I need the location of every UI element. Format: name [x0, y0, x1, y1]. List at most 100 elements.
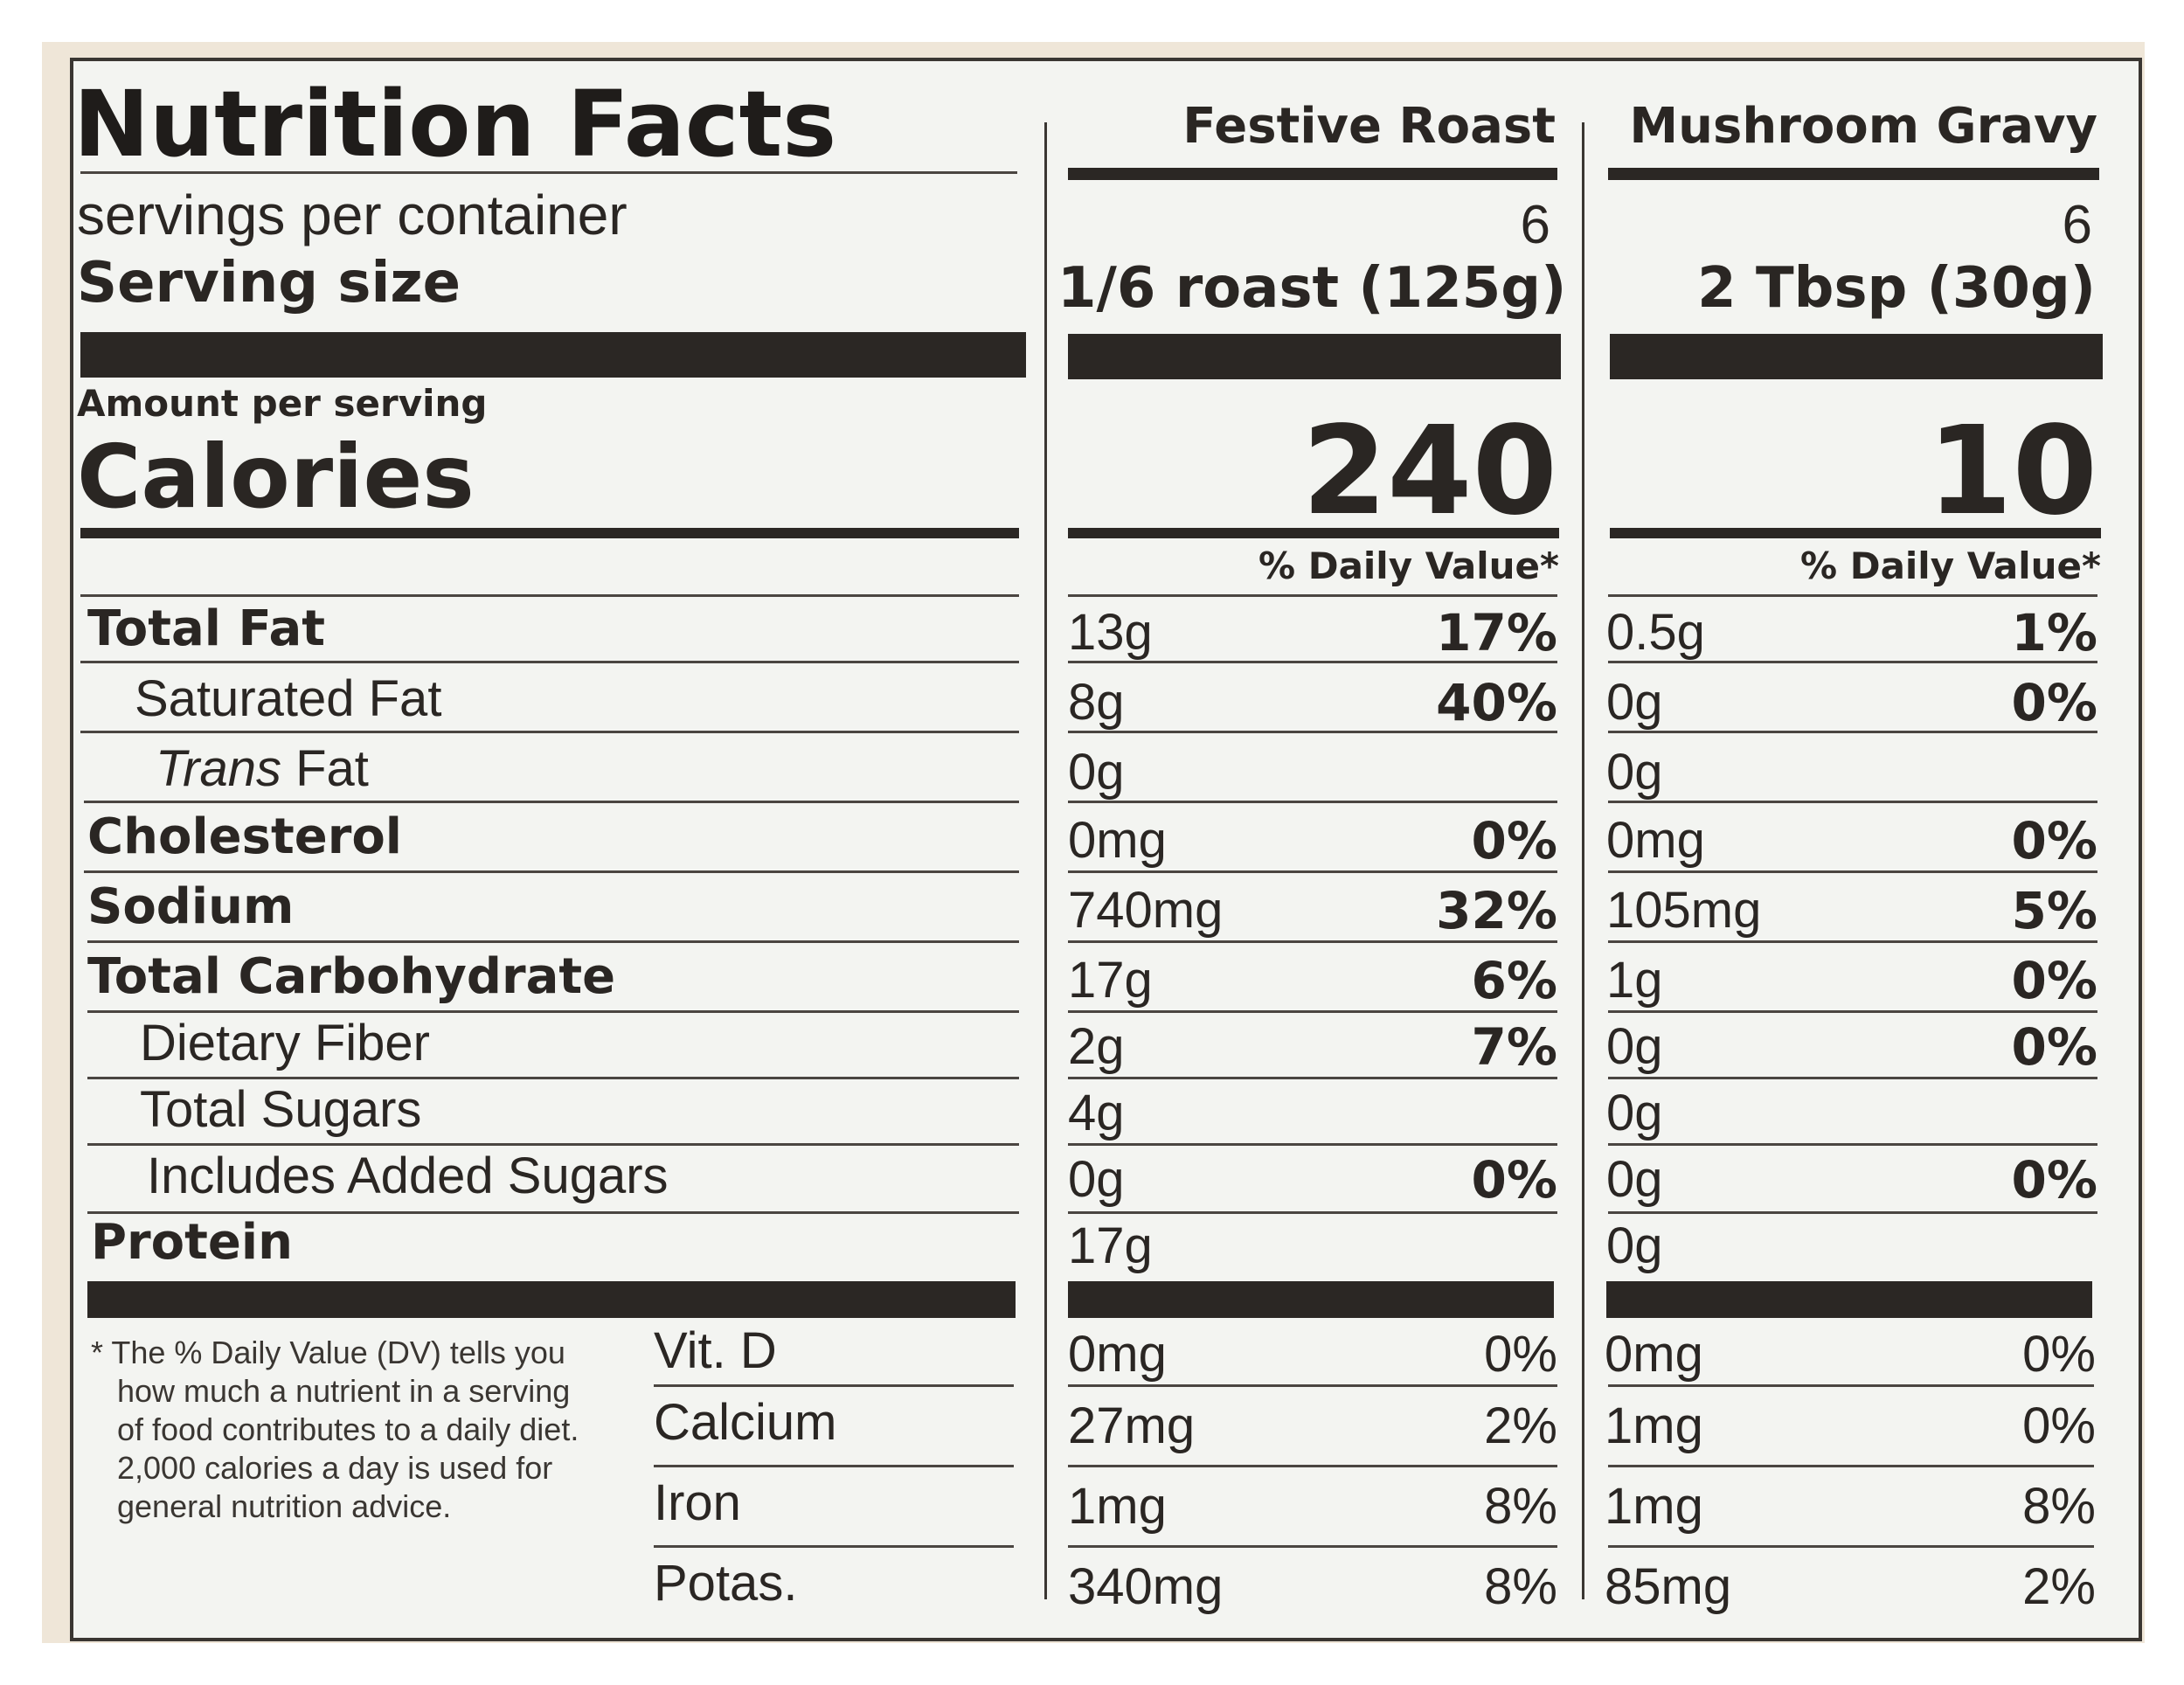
gravy-amount: 0g — [1606, 1151, 1663, 1208]
roast-serving-size: 1/6 roast (125g) — [1057, 256, 1567, 321]
vitamin-row-divider — [1068, 1545, 1557, 1548]
row-divider — [1068, 1077, 1557, 1079]
gravy-amount: 0g — [1606, 1085, 1663, 1141]
gravy-calories-bar — [1610, 528, 2101, 538]
row-divider — [84, 870, 1019, 873]
nutrient-label: Saturated Fat — [135, 669, 441, 729]
vitamin-row-divider — [1608, 1545, 2094, 1548]
gravy-amount: 105mg — [1606, 882, 1762, 939]
roast-vitamin-amount: 340mg — [1068, 1558, 1224, 1615]
roast-amount: 0mg — [1068, 812, 1167, 869]
roast-vitamin-dv: 8% — [1484, 1478, 1557, 1535]
nutrient-label: Total Fat — [87, 600, 325, 659]
nutrient-label-text: Fat — [281, 740, 369, 797]
vitamin-row-divider — [654, 1545, 1014, 1548]
vitamin-label: Vit. D — [654, 1322, 777, 1379]
row-divider — [87, 1077, 1019, 1079]
row-divider — [1608, 870, 2097, 873]
nutrition-panel — [70, 58, 2142, 1641]
gravy-servings: 6 — [2062, 195, 2092, 255]
row-divider — [1068, 731, 1557, 733]
row-divider — [1608, 1010, 2097, 1013]
roast-header-bar — [1068, 168, 1557, 180]
row-divider — [1608, 594, 2097, 597]
roast-daily-value: 40% — [1436, 673, 1557, 732]
row-divider — [80, 594, 1019, 597]
gravy-calories: 10 — [1927, 400, 2097, 543]
row-divider — [84, 801, 1019, 803]
roast-daily-value: 0% — [1471, 1150, 1557, 1210]
amount-per-serving-label: Amount per serving — [77, 382, 488, 425]
vitamin-row-divider — [1068, 1465, 1557, 1467]
column-header-roast: Festive Roast — [1182, 98, 1556, 155]
calories-label: Calories — [77, 426, 475, 528]
roast-amount: 17g — [1068, 952, 1153, 1009]
nutrient-label-text: Dietary Fiber — [140, 1015, 430, 1071]
footnote-line: 2,000 calories a day is used for — [117, 1450, 553, 1486]
nutrient-label-text: Cholesterol — [87, 808, 402, 865]
gravy-amount: 0g — [1606, 744, 1663, 801]
row-divider — [1068, 870, 1557, 873]
nutrient-label-text: Sodium — [87, 878, 295, 935]
gravy-daily-value: 1% — [2011, 603, 2097, 662]
gravy-vitamin-dv: 0% — [2022, 1397, 2096, 1454]
vitamin-row-divider — [1608, 1465, 2094, 1467]
vitamin-label: Potas. — [654, 1555, 798, 1612]
vitamin-label: Calcium — [654, 1394, 837, 1451]
row-divider — [1608, 1077, 2097, 1079]
roast-daily-value: 7% — [1471, 1017, 1557, 1077]
row-divider — [87, 1211, 1019, 1214]
gravy-amount: 0g — [1606, 1217, 1663, 1274]
vitamin-row-divider — [654, 1384, 1014, 1387]
gravy-vitamin-dv: 0% — [2022, 1326, 2096, 1383]
row-divider — [1608, 1143, 2097, 1146]
vitamin-label: Iron — [654, 1474, 741, 1531]
roast-servings: 6 — [1520, 195, 1550, 255]
roast-vitamin-amount: 1mg — [1068, 1478, 1167, 1535]
roast-amount: 17g — [1068, 1217, 1153, 1274]
nutrient-label-text: Protein — [91, 1214, 293, 1271]
roast-amount: 8g — [1068, 674, 1125, 731]
gravy-thick-bar — [1610, 334, 2103, 379]
nutrient-label: Sodium — [87, 877, 294, 937]
roast-amount: 13g — [1068, 604, 1153, 661]
nutrient-label: Total Sugars — [140, 1080, 421, 1140]
roast-amount: 740mg — [1068, 882, 1224, 939]
title-underline — [80, 171, 1017, 174]
gravy-vitamin-amount: 85mg — [1605, 1558, 1732, 1615]
gravy-serving-size: 2 Tbsp (30g) — [1697, 256, 2096, 321]
vitamin-row-divider — [1608, 1384, 2094, 1387]
row-divider — [87, 1010, 1019, 1013]
roast-bottom-bar — [1068, 1281, 1554, 1318]
gravy-amount: 0mg — [1606, 812, 1705, 869]
label-calories-bar — [80, 528, 1019, 538]
column-header-gravy: Mushroom Gravy — [1629, 98, 2097, 155]
roast-vitamin-dv: 8% — [1484, 1558, 1557, 1615]
gravy-vitamin-amount: 1mg — [1605, 1397, 1703, 1454]
servings-label: servings per container — [77, 184, 627, 246]
row-divider — [1068, 940, 1557, 943]
nutrient-label: Includes Added Sugars — [147, 1147, 669, 1206]
footnote-line: general nutrition advice. — [117, 1488, 452, 1524]
nutrient-label: Protein — [91, 1213, 293, 1272]
roast-daily-value: 6% — [1471, 951, 1557, 1010]
roast-amount: 0g — [1068, 1151, 1125, 1208]
nutrient-label: Total Carbohydrate — [87, 947, 615, 1007]
nutrient-label-text: Saturated Fat — [135, 670, 442, 727]
roast-vitamin-amount: 0mg — [1068, 1326, 1167, 1383]
nutrient-label: Trans Fat — [156, 739, 369, 799]
vitamin-row-divider — [654, 1465, 1014, 1467]
nutrient-label: Dietary Fiber — [140, 1014, 430, 1073]
gravy-amount: 0.5g — [1606, 604, 1705, 661]
row-divider — [1068, 801, 1557, 803]
row-divider — [1608, 801, 2097, 803]
gravy-vitamin-amount: 0mg — [1605, 1326, 1703, 1383]
serving-size-label: Serving size — [77, 251, 461, 316]
gravy-daily-value: 0% — [2011, 811, 2097, 870]
row-divider — [1068, 1143, 1557, 1146]
nutrient-label-text: Includes Added Sugars — [147, 1148, 669, 1204]
roast-vitamin-amount: 27mg — [1068, 1397, 1196, 1454]
roast-thick-bar — [1068, 334, 1561, 379]
column-divider-right — [1582, 122, 1584, 1599]
roast-dv-header: % Daily Value* — [1258, 544, 1559, 587]
